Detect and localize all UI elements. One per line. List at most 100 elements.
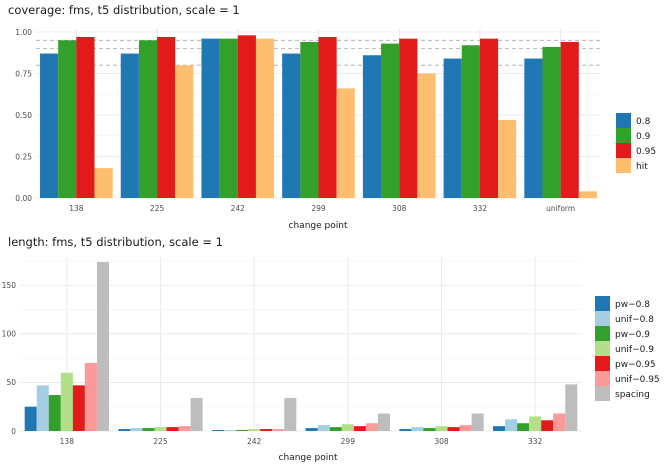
- p2-bar: [24, 406, 37, 431]
- p2-legend-label: unif−0.8: [615, 315, 654, 325]
- p2-bar: [529, 416, 542, 431]
- p2-y-tick-label: 150: [2, 281, 17, 290]
- p1-legend-label: 0.8: [636, 117, 651, 127]
- p2-legend-label: unif−0.9: [615, 345, 654, 355]
- p2-bar: [72, 385, 85, 431]
- p1-bar: [399, 38, 418, 198]
- p2-legend-label: pw−0.9: [615, 330, 650, 340]
- p1-y-tick-label: 1.00: [15, 28, 32, 37]
- p2-bar: [284, 397, 297, 431]
- p2-x-tick-label: 332: [528, 437, 543, 446]
- p1-x-tick-label: 225: [150, 204, 165, 213]
- p1-bar: [479, 38, 499, 198]
- p1-legend-swatch: [616, 128, 631, 143]
- p1-bar: [138, 40, 158, 198]
- p2-bar: [553, 413, 566, 431]
- p1-bar: [542, 46, 561, 198]
- p2-bar: [236, 430, 249, 431]
- p1-bar: [237, 35, 256, 198]
- p2-legend-label: pw−0.95: [615, 360, 656, 370]
- p1-x-tick-label: 332: [473, 204, 488, 213]
- p1-bar: [219, 38, 238, 198]
- p2-x-tick-label: 138: [60, 437, 75, 446]
- p2-bar: [411, 427, 424, 431]
- length-legend: pw−0.8 unif−0.8 pw−0.9 unif−0.9 pw−0.95 unif−…: [595, 296, 660, 401]
- p2-bar: [565, 384, 578, 431]
- coverage-bars: [40, 35, 597, 199]
- p2-bar: [142, 428, 155, 431]
- p1-bar: [282, 53, 301, 198]
- coverage-x-ticks: 138 225 242 299 308 332 uniform: [69, 204, 575, 213]
- p2-legend-label: pw−0.8: [615, 300, 650, 310]
- p2-bar: [190, 397, 203, 431]
- length-x-axis-label: change point: [279, 453, 338, 463]
- p2-bar: [459, 425, 472, 431]
- p1-x-tick-label: 242: [231, 204, 246, 213]
- p1-x-tick-label: 138: [69, 204, 84, 213]
- p2-y-tick-label: 100: [2, 330, 17, 339]
- p2-legend-label: unif−0.95: [615, 375, 660, 385]
- p2-legend-swatch: [595, 326, 610, 341]
- p2-bar: [317, 425, 330, 431]
- length-y-ticks: 0 50 100 150: [2, 281, 17, 436]
- length-panel: length: fms, t5 distribution, scale = 1 …: [2, 235, 660, 463]
- p2-bar: [329, 427, 342, 431]
- p2-x-tick-label: 242: [247, 437, 262, 446]
- p2-bar: [248, 429, 261, 431]
- p2-bar: [178, 426, 191, 431]
- p1-bar: [40, 53, 59, 198]
- p1-y-tick-label: 0.50: [15, 111, 32, 120]
- p1-bar: [417, 73, 436, 198]
- p2-x-tick-label: 299: [341, 437, 356, 446]
- p2-bar: [212, 430, 225, 431]
- p2-bar: [118, 429, 131, 431]
- p2-legend-swatch: [595, 356, 610, 371]
- p2-legend-swatch: [595, 296, 610, 311]
- p2-bar: [541, 420, 554, 431]
- p2-bar: [471, 413, 484, 431]
- p2-bar: [493, 426, 506, 431]
- coverage-panel: coverage: fms, t5 distribution, scale = …: [8, 3, 656, 231]
- length-gridlines: [20, 257, 582, 432]
- p2-bar: [517, 423, 530, 431]
- p1-bar: [362, 55, 382, 198]
- coverage-y-ticks: 0.00 0.25 0.50 0.75 1.00: [15, 28, 32, 203]
- p2-y-tick-label: 0: [11, 427, 16, 436]
- p2-bar: [377, 413, 390, 431]
- p2-bar: [84, 363, 97, 431]
- p2-bar: [36, 385, 49, 431]
- p1-legend-label: hit: [636, 162, 648, 172]
- p1-y-tick-label: 0.00: [15, 194, 32, 203]
- p1-legend-swatch: [616, 143, 631, 158]
- p2-bar: [353, 426, 366, 431]
- p2-legend-swatch: [595, 386, 610, 401]
- p1-y-tick-label: 0.75: [15, 69, 32, 78]
- p1-bar: [76, 36, 95, 199]
- p2-bar: [447, 427, 460, 431]
- p1-bar: [94, 168, 113, 198]
- coverage-x-axis-label: change point: [289, 221, 348, 231]
- p1-legend-label: 0.95: [636, 147, 656, 157]
- p2-bar: [96, 261, 109, 431]
- p2-bar: [166, 427, 179, 431]
- p2-bar: [341, 424, 354, 431]
- p2-bar: [399, 429, 412, 431]
- p1-bar: [255, 38, 275, 198]
- p2-y-tick-label: 50: [6, 378, 16, 387]
- p2-bar: [154, 427, 167, 431]
- p1-legend-swatch: [616, 158, 631, 173]
- p1-bar: [318, 36, 337, 199]
- p2-bar: [272, 429, 285, 431]
- p1-legend-swatch: [616, 113, 631, 128]
- p2-bar: [260, 429, 273, 431]
- p1-bar: [157, 36, 176, 199]
- p1-bar: [201, 38, 220, 198]
- p2-x-tick-label: 225: [153, 437, 168, 446]
- p1-x-tick-label: 308: [392, 204, 407, 213]
- length-x-ticks: 138 225 242 299 308 332: [60, 437, 543, 446]
- p2-bar: [48, 395, 61, 431]
- length-bars: [24, 261, 578, 431]
- coverage-legend: 0.8 0.9 0.95 hit: [616, 113, 656, 173]
- p2-bar: [224, 430, 237, 431]
